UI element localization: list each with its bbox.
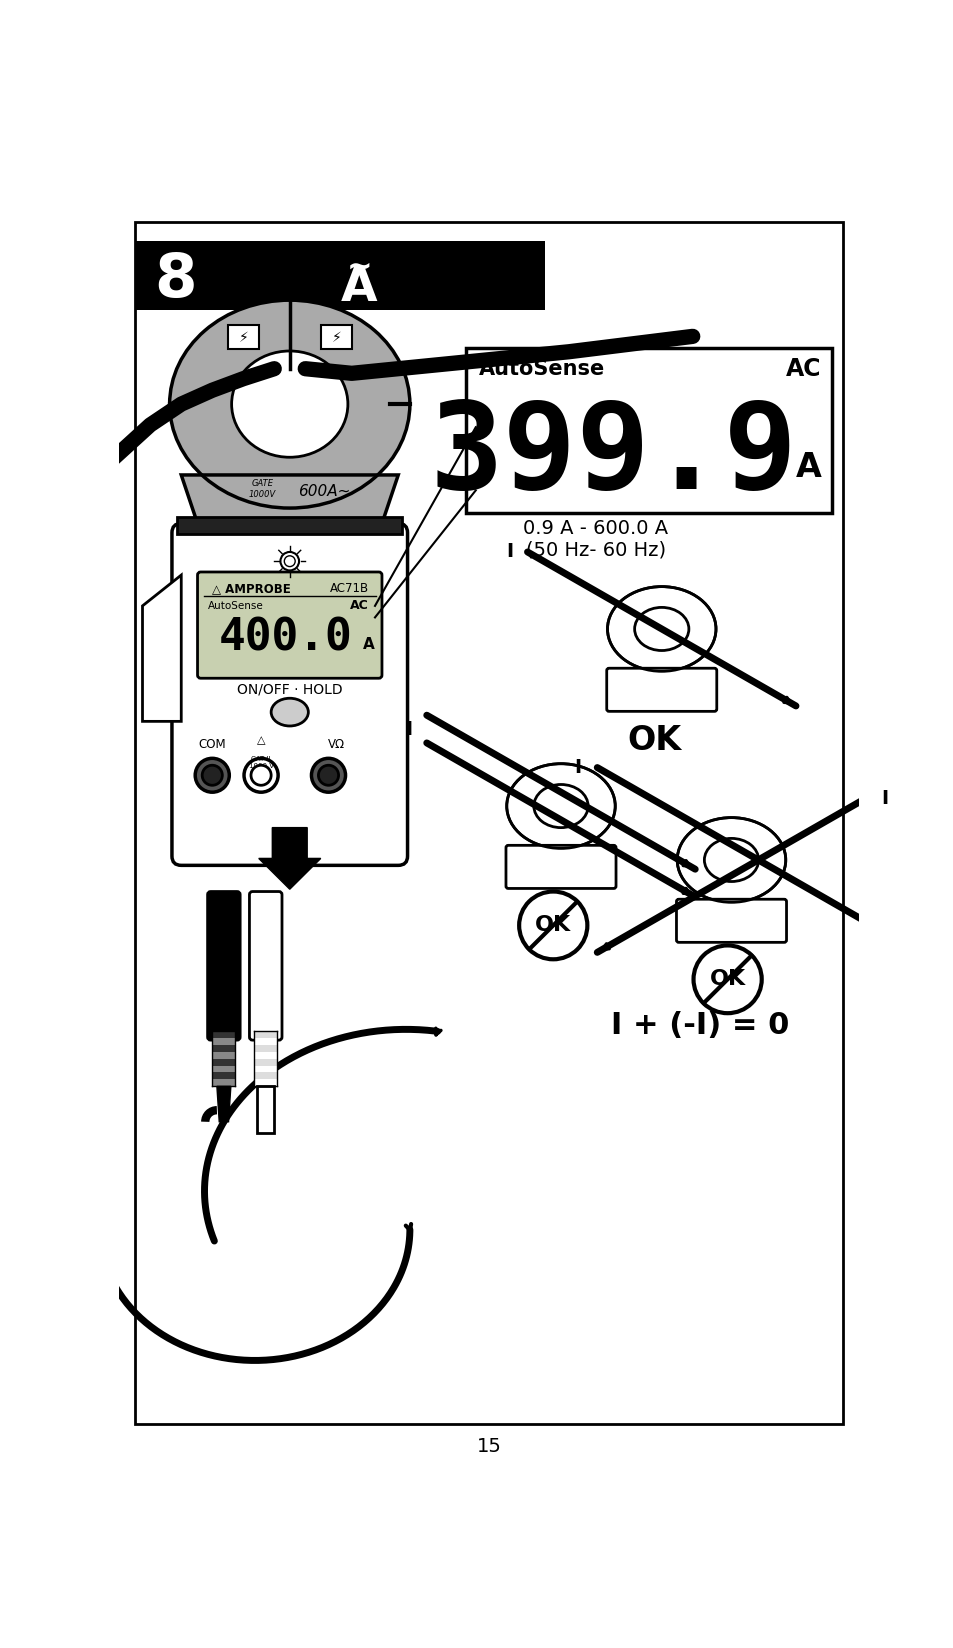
Bar — [680, 901, 781, 933]
Text: 399.9: 399.9 — [429, 397, 797, 514]
Bar — [253, 1079, 277, 1086]
FancyBboxPatch shape — [249, 892, 282, 1040]
Circle shape — [244, 758, 278, 793]
Text: OK: OK — [709, 969, 745, 989]
Text: 400.0: 400.0 — [219, 616, 353, 659]
Text: AutoSense: AutoSense — [208, 602, 264, 611]
Bar — [253, 1073, 277, 1079]
Ellipse shape — [703, 839, 758, 882]
Bar — [212, 1032, 235, 1038]
Text: AutoSense: AutoSense — [478, 359, 604, 379]
Ellipse shape — [607, 587, 716, 671]
Text: 0.9 A - 600.0 A: 0.9 A - 600.0 A — [523, 519, 668, 539]
FancyBboxPatch shape — [505, 845, 616, 888]
Text: I: I — [574, 758, 581, 778]
Text: A: A — [341, 265, 377, 311]
Ellipse shape — [271, 699, 308, 727]
Text: A: A — [795, 452, 821, 485]
Bar — [212, 1045, 235, 1051]
Bar — [253, 1045, 277, 1051]
Text: CAT II
1000 V
CAT III
600 V: CAT II 1000 V CAT III 600 V — [249, 756, 274, 783]
Text: △: △ — [256, 735, 265, 745]
Circle shape — [318, 765, 338, 784]
Circle shape — [280, 552, 298, 570]
FancyBboxPatch shape — [208, 892, 240, 1040]
Bar — [212, 1066, 235, 1073]
Text: ⚡: ⚡ — [238, 331, 248, 344]
Polygon shape — [216, 1086, 231, 1122]
Text: 8: 8 — [153, 252, 196, 310]
Circle shape — [518, 892, 587, 959]
Ellipse shape — [534, 784, 587, 827]
Bar — [253, 1066, 277, 1073]
Bar — [253, 1032, 277, 1038]
Text: VΩ: VΩ — [327, 738, 344, 751]
Text: 600A~: 600A~ — [298, 485, 351, 499]
Circle shape — [202, 765, 222, 784]
Bar — [212, 1051, 235, 1058]
Text: ~: ~ — [346, 252, 372, 282]
Bar — [510, 847, 611, 878]
Text: A: A — [363, 636, 375, 653]
Circle shape — [693, 946, 760, 1014]
Bar — [212, 1058, 235, 1066]
Text: ⚡: ⚡ — [331, 331, 341, 344]
Ellipse shape — [170, 300, 410, 508]
Bar — [177, 517, 402, 534]
Polygon shape — [181, 475, 397, 521]
Bar — [212, 1073, 235, 1079]
FancyArrow shape — [258, 827, 320, 890]
Ellipse shape — [506, 763, 615, 849]
Circle shape — [251, 765, 271, 784]
FancyBboxPatch shape — [676, 900, 785, 943]
Bar — [212, 1079, 235, 1086]
Text: 15: 15 — [476, 1437, 501, 1457]
Text: (50 Hz- 60 Hz): (50 Hz- 60 Hz) — [525, 541, 665, 560]
Bar — [253, 1051, 277, 1058]
Polygon shape — [142, 575, 181, 722]
Text: OK: OK — [626, 723, 680, 756]
Bar — [466, 348, 831, 514]
Bar — [177, 517, 402, 534]
Text: OK: OK — [535, 915, 571, 936]
Bar — [253, 1038, 277, 1045]
Text: COM: COM — [198, 738, 226, 751]
Text: △ AMPROBE: △ AMPROBE — [212, 582, 291, 595]
FancyBboxPatch shape — [197, 572, 381, 679]
FancyBboxPatch shape — [606, 667, 716, 712]
Text: AC71B: AC71B — [330, 582, 369, 595]
Polygon shape — [257, 1086, 274, 1134]
FancyBboxPatch shape — [172, 524, 407, 865]
Bar — [320, 325, 352, 349]
Circle shape — [195, 758, 229, 793]
Bar — [228, 325, 258, 349]
Bar — [212, 1038, 235, 1045]
Text: I: I — [881, 789, 887, 808]
Ellipse shape — [677, 817, 785, 903]
Text: GATE
1000V: GATE 1000V — [249, 480, 276, 499]
Circle shape — [284, 555, 294, 567]
Ellipse shape — [634, 608, 688, 651]
Text: ON/OFF · HOLD: ON/OFF · HOLD — [236, 682, 342, 695]
Text: I + (-I) = 0: I + (-I) = 0 — [611, 1010, 789, 1040]
Bar — [134, 241, 545, 310]
Text: AC: AC — [350, 600, 369, 613]
Text: I: I — [405, 720, 413, 738]
Circle shape — [311, 758, 345, 793]
Ellipse shape — [232, 351, 348, 456]
Text: I: I — [506, 542, 513, 562]
Bar — [253, 1058, 277, 1066]
Bar — [611, 671, 711, 702]
Text: AC: AC — [785, 358, 821, 381]
